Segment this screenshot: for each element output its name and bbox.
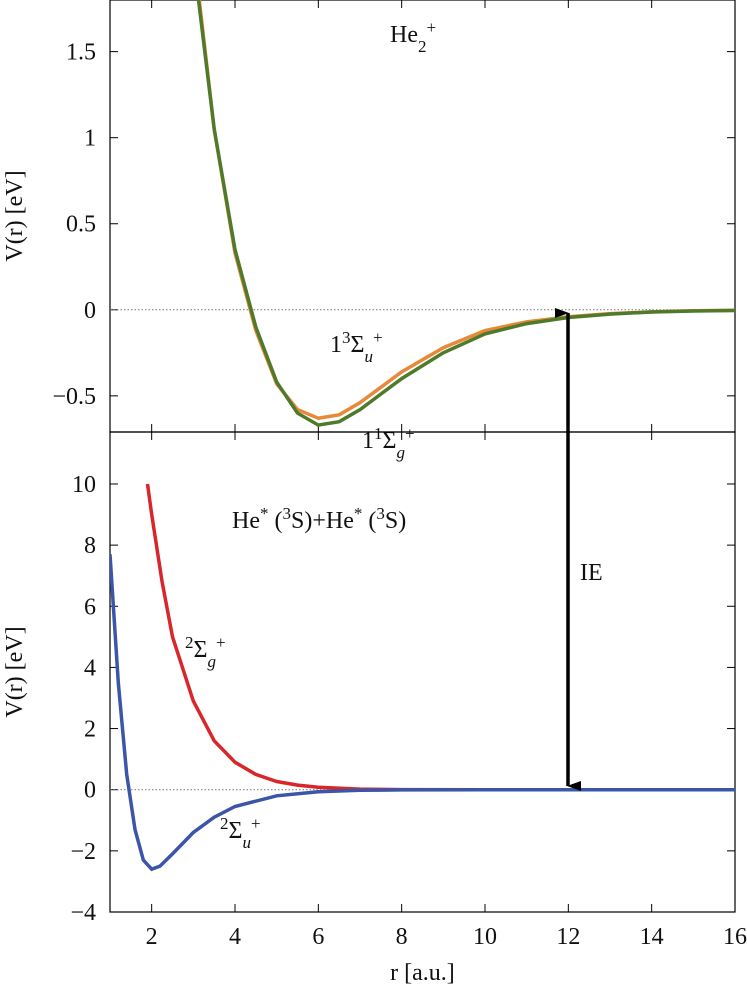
x-tick-label: 6 xyxy=(312,924,324,950)
series-line xyxy=(196,0,735,427)
text-part: 2 xyxy=(418,37,427,56)
y-tick-label: 0 xyxy=(84,298,96,324)
y-tick-label: 6 xyxy=(84,594,96,620)
series-line xyxy=(110,554,735,872)
series-label: 2Σg+ xyxy=(185,633,226,671)
text-part: 1 xyxy=(362,428,374,454)
x-tick-label: 10 xyxy=(473,924,497,950)
text-part: Σ xyxy=(229,818,243,844)
y-tick-label: 1.5 xyxy=(66,40,96,66)
text-part: S)+He xyxy=(291,508,354,534)
text-part: Σ xyxy=(383,428,397,454)
text-part: 2 xyxy=(185,633,194,652)
text-part: + xyxy=(426,18,436,37)
y-tick-label: 0 xyxy=(84,778,96,804)
text-part: He xyxy=(390,22,418,48)
text-part: g xyxy=(207,652,216,671)
x-tick-label: 4 xyxy=(229,924,241,950)
text-part: u xyxy=(364,347,373,366)
y-tick-label: −2 xyxy=(70,839,96,865)
x-tick-label: 14 xyxy=(640,924,664,950)
text-part: + xyxy=(373,328,383,347)
text-part: 3 xyxy=(282,504,291,523)
text-part: 1 xyxy=(330,332,342,358)
text-part: 2 xyxy=(220,814,229,833)
text-part: + xyxy=(216,633,226,652)
plot-frame xyxy=(109,431,736,913)
text-part: IE xyxy=(580,560,603,586)
text-part: ( xyxy=(268,508,282,534)
x-axis-label: r [a.u.] xyxy=(390,960,455,986)
x-tick-label: 16 xyxy=(723,924,747,950)
text-part: * xyxy=(260,504,269,523)
text-part: 3 xyxy=(376,504,385,523)
text-part: + xyxy=(405,424,415,443)
x-tick-label: 2 xyxy=(146,924,158,950)
text-part: + xyxy=(251,814,261,833)
y-tick-label: 2 xyxy=(84,717,96,743)
annotation: IE xyxy=(580,560,603,586)
x-tick-label: 12 xyxy=(556,924,580,950)
y-tick-label: 8 xyxy=(84,533,96,559)
y-tick-label: −4 xyxy=(70,900,96,926)
y-axis-label: V(r) [eV] xyxy=(2,626,28,717)
y-tick-label: 4 xyxy=(84,655,96,681)
text-part: He xyxy=(232,508,260,534)
y-tick-label: 1 xyxy=(84,126,96,152)
text-part: * xyxy=(354,504,363,523)
annotation: He2+ xyxy=(390,18,436,56)
text-part: Σ xyxy=(194,637,208,663)
text-part: g xyxy=(396,443,405,462)
text-part: S) xyxy=(385,508,406,534)
y-tick-label: 10 xyxy=(72,472,96,498)
series-label: 11Σg+ xyxy=(362,424,415,462)
text-part: u xyxy=(242,833,251,852)
annotation: He* (3S)+He* (3S) xyxy=(232,504,406,535)
text-part: 3 xyxy=(342,328,351,347)
text-part: Σ xyxy=(351,332,365,358)
text-part: ( xyxy=(362,508,376,534)
x-tick-label: 8 xyxy=(396,924,408,950)
series-label: 13Σu+ xyxy=(330,328,383,366)
y-axis-label: V(r) [eV] xyxy=(2,170,28,261)
y-tick-label: −0.5 xyxy=(52,384,96,410)
series-line xyxy=(197,0,735,421)
series-label: 2Σu+ xyxy=(220,814,261,852)
text-part: 1 xyxy=(374,424,383,443)
y-tick-label: 0.5 xyxy=(66,212,96,238)
